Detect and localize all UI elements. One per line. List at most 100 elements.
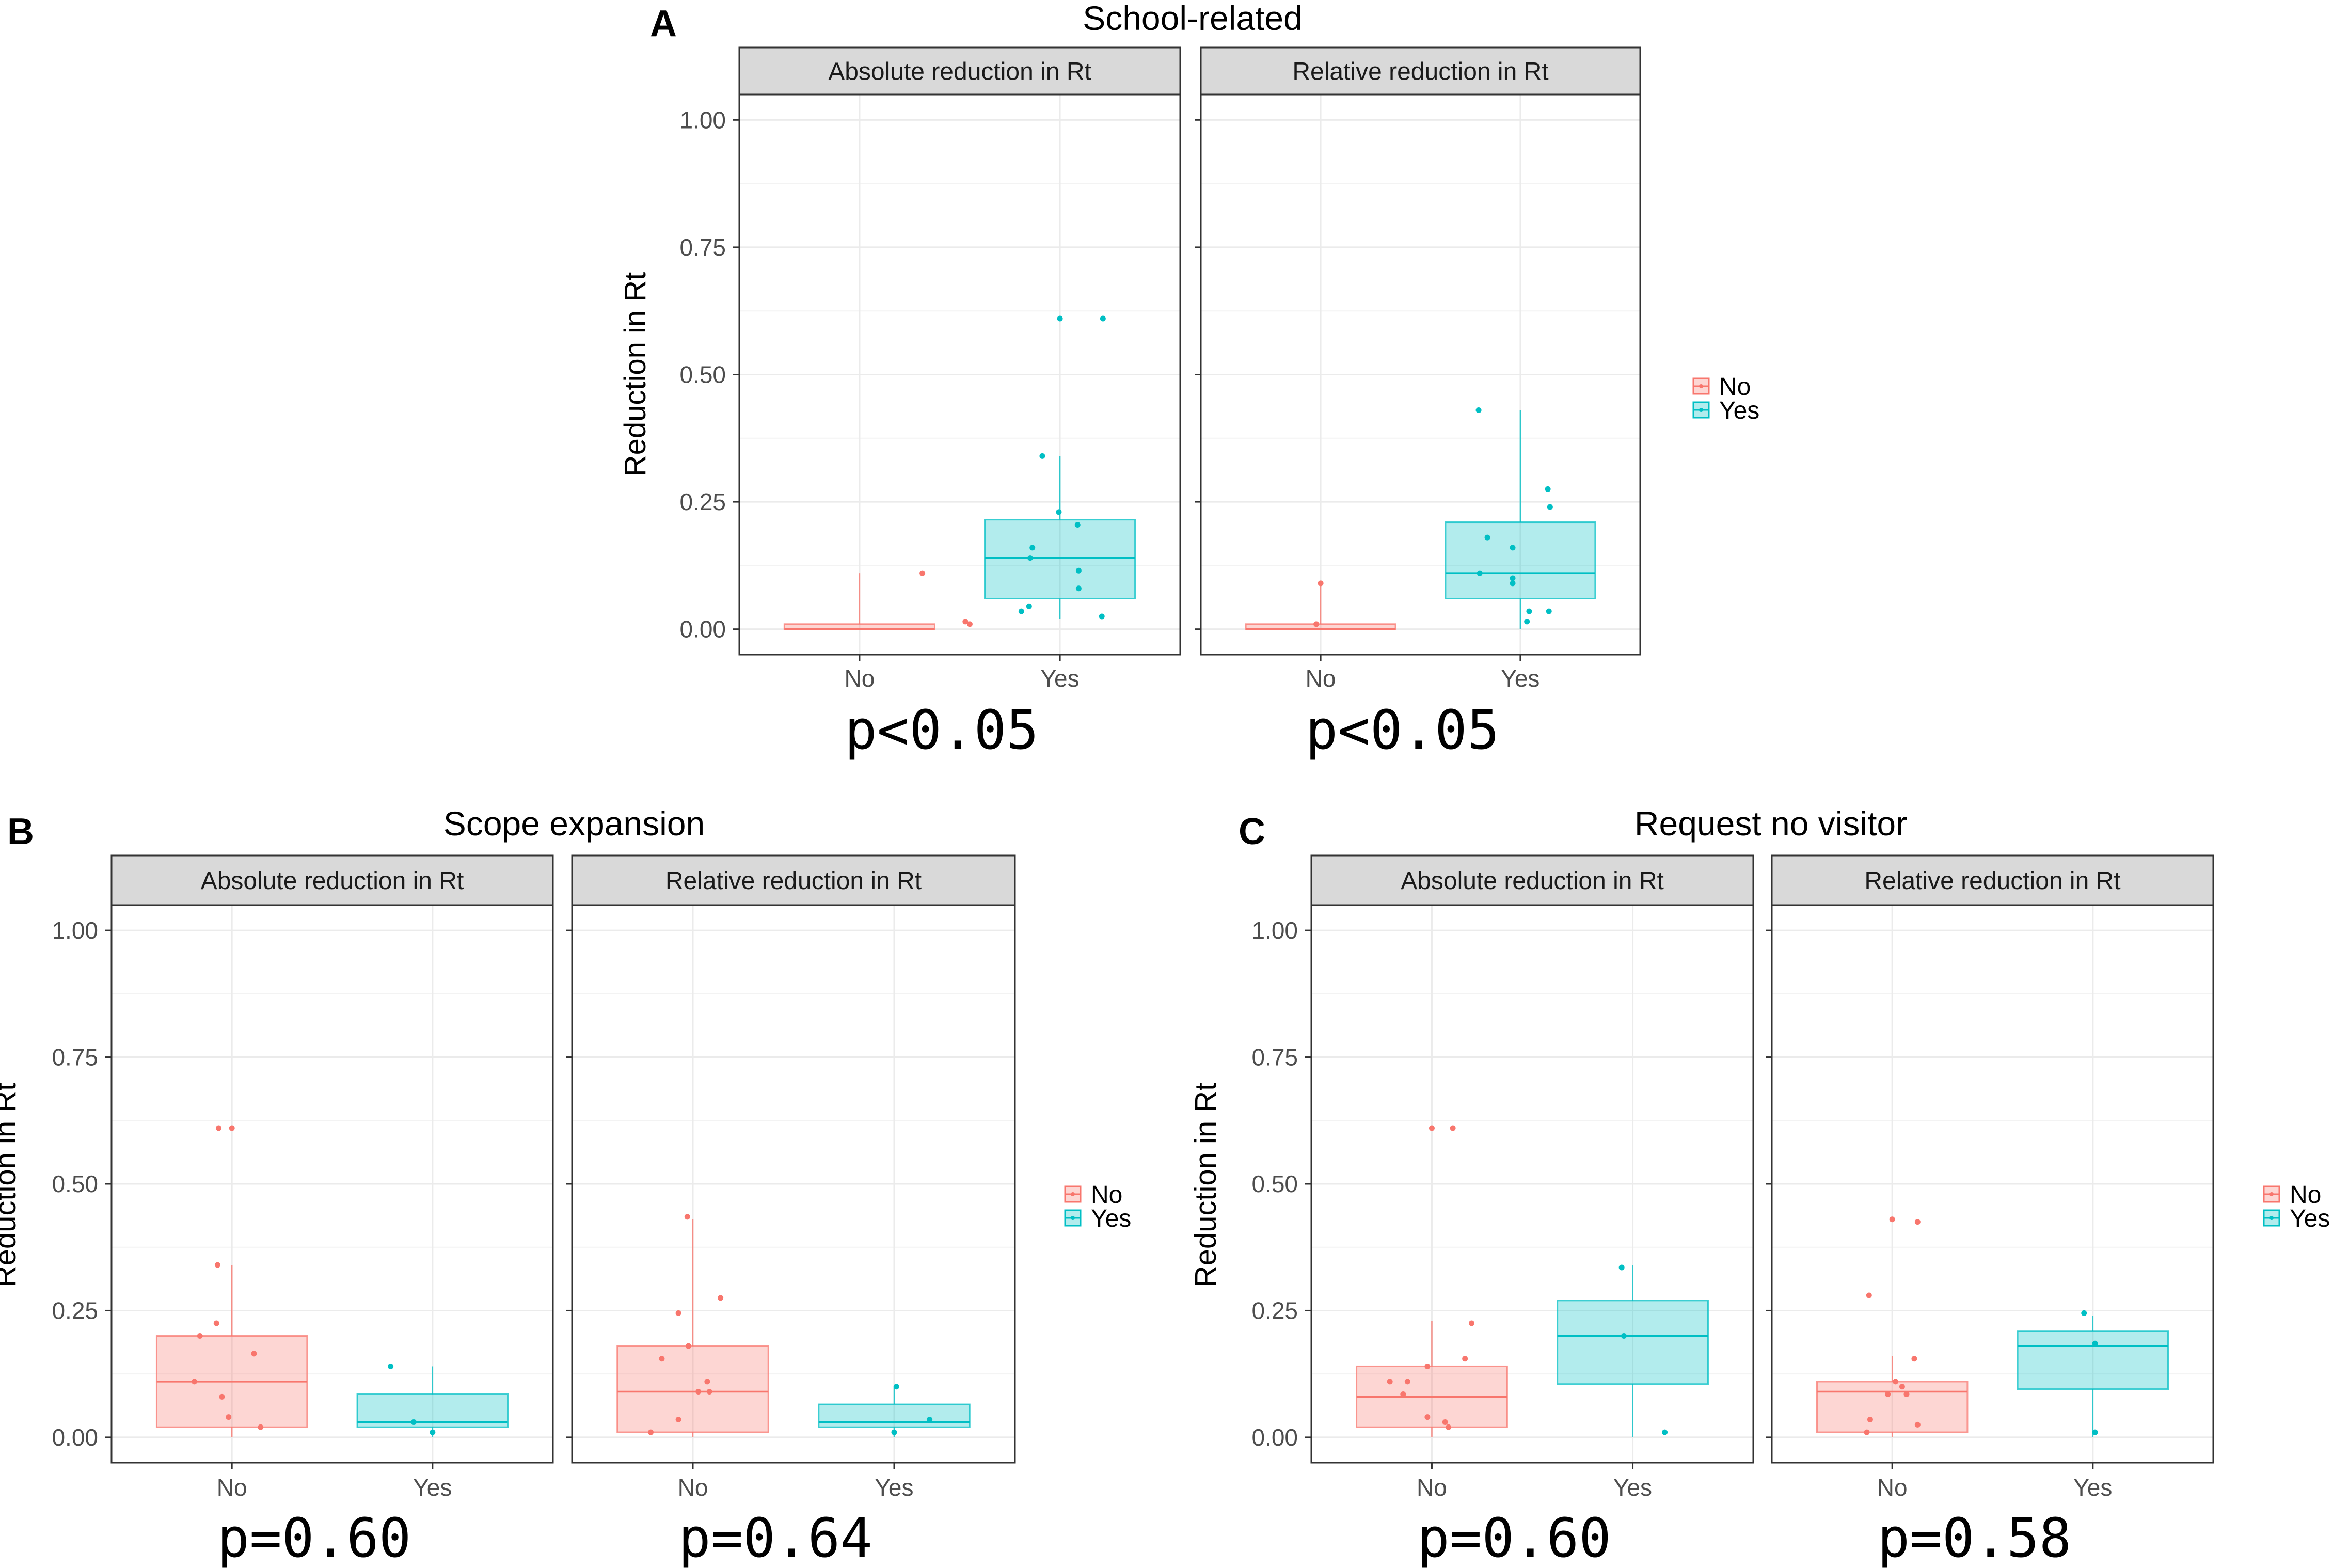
data-point — [219, 1393, 225, 1400]
x-tick-label: No — [1877, 1474, 1908, 1501]
box-yes — [984, 315, 1136, 620]
data-point — [1911, 1356, 1917, 1362]
data-point — [684, 1214, 690, 1220]
data-point — [695, 1389, 702, 1395]
p-value-label: p=0.60 — [217, 1507, 411, 1568]
chart-title: Scope expansion — [443, 804, 705, 843]
legend-key-yes: Yes — [1064, 1205, 1131, 1232]
data-point — [216, 1125, 222, 1131]
data-point — [1547, 504, 1553, 510]
box-no — [155, 1125, 308, 1437]
y-tick-label: 0.25 — [1251, 1297, 1298, 1324]
legend-swatch-point — [1699, 384, 1703, 388]
data-point — [893, 1384, 899, 1390]
facet-strip-label: Absolute reduction in Rt — [828, 58, 1091, 86]
p-value-label: p=0.64 — [678, 1507, 872, 1568]
data-point — [1510, 580, 1516, 587]
y-tick-label: 0.75 — [679, 234, 726, 261]
data-point — [919, 570, 926, 576]
data-point — [197, 1333, 203, 1339]
plot-border — [1310, 904, 1754, 1464]
data-point — [229, 1125, 235, 1131]
box-body — [984, 519, 1136, 600]
box-yes — [1445, 407, 1596, 629]
legend-label: Yes — [2290, 1205, 2330, 1232]
y-axis-label: Reduction in Rt — [618, 272, 652, 477]
data-point — [1100, 315, 1106, 322]
data-point — [1889, 1216, 1895, 1223]
legend-key-no: No — [1064, 1181, 1122, 1209]
legend-swatch-point — [1071, 1216, 1075, 1220]
facet-strip-label: Relative reduction in Rt — [1864, 867, 2120, 895]
data-point — [1866, 1292, 1872, 1298]
y-tick-label: 0.00 — [679, 616, 726, 643]
y-tick-label: 0.50 — [52, 1170, 98, 1197]
data-point — [213, 1320, 219, 1326]
data-point — [966, 621, 973, 627]
y-tick-label: 0.75 — [52, 1044, 98, 1071]
y-tick-label: 0.25 — [52, 1297, 98, 1324]
data-point — [1864, 1429, 1870, 1435]
facet-strip-label: Relative reduction in Rt — [665, 867, 922, 895]
data-point — [1546, 608, 1552, 614]
data-point — [1526, 608, 1532, 614]
data-point — [1477, 570, 1483, 576]
box-body — [1557, 1300, 1709, 1385]
box-body — [616, 1345, 769, 1433]
data-point — [1424, 1363, 1431, 1369]
data-point — [1524, 619, 1530, 625]
box-no — [1245, 580, 1396, 630]
data-point — [1893, 1379, 1899, 1385]
x-tick-label: No — [678, 1474, 708, 1501]
x-tick-label: Yes — [413, 1474, 452, 1501]
box-no — [783, 570, 973, 630]
data-point — [258, 1424, 264, 1430]
plot-border — [110, 904, 554, 1464]
plot-border — [1771, 904, 2214, 1464]
data-point — [430, 1429, 436, 1435]
box-body — [2017, 1330, 2169, 1390]
y-tick-label: 0.00 — [52, 1424, 98, 1451]
box-body — [1445, 521, 1596, 600]
x-tick-label: No — [845, 665, 875, 692]
p-value-label: p=0.60 — [1417, 1507, 1611, 1568]
x-tick-label: Yes — [875, 1474, 913, 1501]
data-point — [1462, 1356, 1468, 1362]
chart-panel-c: C Request no visitor Reduction in Rt 0.00 0.… — [1189, 804, 2330, 1568]
panel-letter: A — [650, 3, 677, 44]
data-point — [1468, 1320, 1474, 1326]
data-point — [1618, 1264, 1625, 1271]
legend-key-no: No — [2263, 1181, 2321, 1209]
data-point — [2081, 1310, 2087, 1316]
data-point — [1404, 1379, 1410, 1385]
data-point — [1867, 1417, 1873, 1423]
legend-label: No — [2290, 1181, 2321, 1209]
box-yes — [356, 1363, 509, 1437]
legend-swatch-point — [2269, 1192, 2274, 1196]
data-point — [226, 1414, 232, 1420]
facet-strip-label: Absolute reduction in Rt — [201, 867, 464, 895]
y-tick-label: 0.00 — [1251, 1424, 1298, 1451]
p-value-label: p<0.05 — [1306, 699, 1500, 762]
legend-swatch-point — [2269, 1216, 2274, 1220]
data-point — [2092, 1429, 2098, 1435]
data-point — [962, 619, 969, 625]
box-body — [818, 1403, 971, 1428]
data-point — [1057, 315, 1063, 322]
y-axis-label: Reduction in Rt — [0, 1083, 22, 1288]
y-tick-label: 0.75 — [1251, 1044, 1298, 1071]
chart-title: School-related — [1083, 0, 1303, 37]
data-point — [1074, 521, 1081, 528]
legend-label: Yes — [1091, 1205, 1131, 1232]
facet-strip — [1200, 46, 1641, 96]
data-point — [675, 1417, 681, 1423]
data-point — [675, 1310, 681, 1316]
legend-label: No — [1091, 1181, 1122, 1209]
